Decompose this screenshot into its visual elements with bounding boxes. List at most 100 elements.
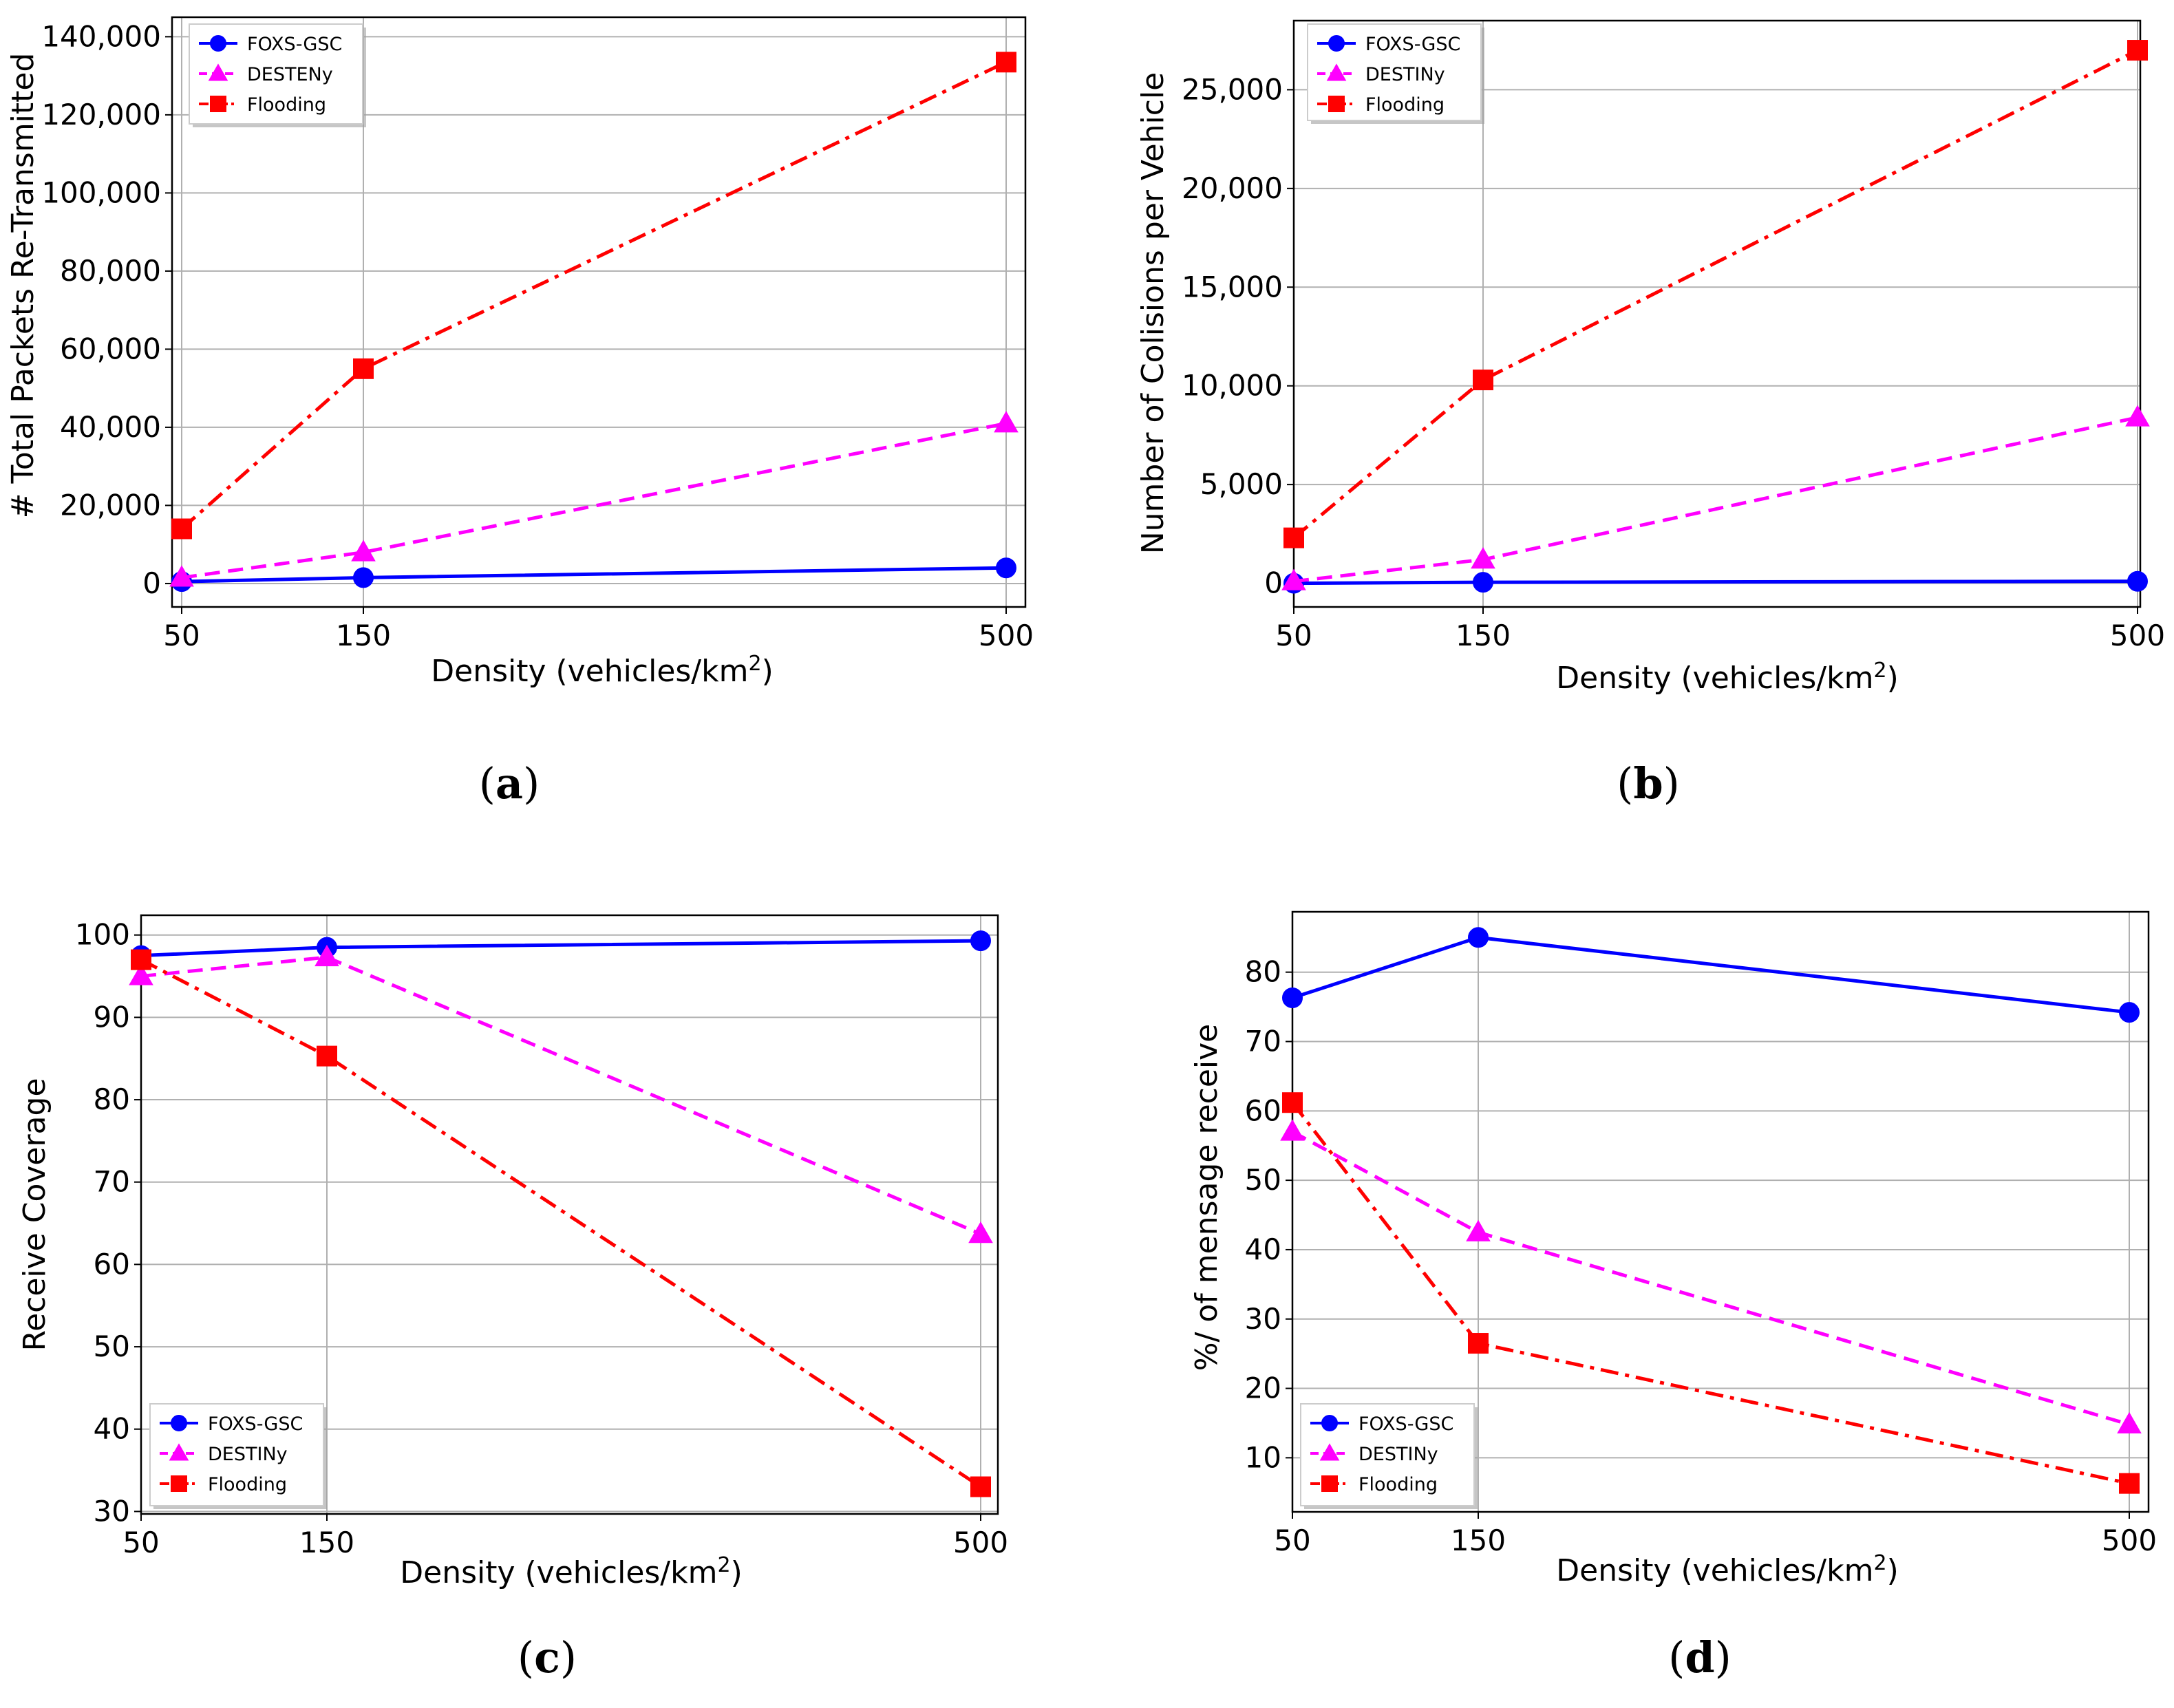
data-point-triangle: [1281, 568, 1306, 590]
series-line: [1292, 48, 2139, 540]
y-tick-label: 15,000: [1182, 270, 1283, 303]
legend-marker-triangle: [1319, 1443, 1340, 1461]
legend-marker-triangle: [169, 1443, 189, 1461]
y-tick-label: 10,000: [1182, 369, 1283, 403]
x-tick-label: 500: [2102, 1524, 2157, 1557]
legend-label: FOXS-GSC: [1358, 1413, 1453, 1435]
data-point-triangle: [351, 540, 376, 562]
series-line: [140, 958, 982, 1488]
series-foxs-gsc: [1283, 570, 2148, 594]
legend-marker-triangle: [1326, 63, 1347, 81]
legend-label: Flooding: [247, 94, 326, 116]
y-tick-label: 20,000: [60, 488, 161, 522]
data-point-circle: [970, 930, 991, 952]
legend-marker-triangle: [208, 63, 228, 81]
legend-label: FOXS-GSC: [1365, 34, 1460, 55]
y-tick-label: 25,000: [1182, 72, 1283, 106]
x-tick-label: 150: [299, 1526, 354, 1559]
plot-frame: [1292, 19, 2142, 608]
series-line: [1293, 416, 2138, 584]
data-point-square: [317, 1045, 337, 1067]
legend-marker-circle: [171, 1415, 187, 1431]
legend-marker-circle: [210, 35, 226, 52]
x-tick-label: 500: [979, 619, 1034, 652]
legend-label: Flooding: [1358, 1474, 1438, 1495]
series-destiny: [1280, 1119, 2142, 1434]
x-tick-label: 150: [336, 619, 391, 652]
y-tick-label: 80: [1245, 955, 1281, 989]
legend: FOXS-GSC DESTENy Flooding: [189, 23, 366, 127]
chart-panel-c: 30 40 50 60 70 80 90 100 50 150 500 FOXS-GSC DESTINy…: [17, 914, 1008, 1683]
y-tick-label: 20,000: [1182, 171, 1283, 205]
data-point-circle: [1473, 572, 1493, 593]
data-point-triangle: [1471, 547, 1495, 569]
data-point-circle: [1468, 927, 1489, 948]
series-destiny: [1281, 405, 2150, 590]
series-foxs-gsc: [171, 557, 1016, 593]
legend-marker-circle: [1328, 35, 1345, 52]
x-axis-label: Density (vehicles/km2): [1556, 659, 1899, 696]
series-flooding: [1282, 1092, 2140, 1494]
x-tick-label: 150: [1456, 619, 1511, 652]
data-point-triangle: [315, 944, 339, 967]
legend-label: DESTINy: [1365, 64, 1445, 85]
data-point-circle: [2127, 570, 2148, 592]
legend-label: Flooding: [1365, 94, 1445, 116]
y-tick-label: 120,000: [41, 98, 161, 131]
data-point-triangle: [2125, 405, 2150, 427]
y-tick-label: 100: [75, 918, 130, 952]
x-axis-label: Density (vehicles/km2): [400, 1553, 743, 1590]
x-axis-label: Density (vehicles/km2): [1556, 1551, 1899, 1588]
legend-marker-square: [1321, 1475, 1338, 1492]
legend-marker-square: [1328, 96, 1345, 112]
x-tick-label: 50: [163, 619, 200, 652]
data-point-square: [1473, 370, 1493, 391]
legend-label: DESTINy: [1358, 1444, 1438, 1465]
y-tick-label: 30: [1245, 1302, 1281, 1336]
x-tick-label: 50: [122, 1526, 159, 1559]
series-desteny: [169, 411, 1019, 587]
series-line: [140, 939, 981, 958]
legend: FOXS-GSC DESTINy Flooding: [149, 1403, 327, 1509]
series-line: [180, 61, 1008, 531]
data-point-square: [970, 1476, 991, 1497]
y-tick-label: 40: [94, 1412, 130, 1446]
y-tick-label: 50: [1245, 1163, 1281, 1197]
plot-frame: [1291, 910, 2150, 1513]
data-point-square: [1282, 1092, 1303, 1113]
y-tick-label: 20: [1245, 1371, 1281, 1405]
y-tick-label: 60: [1245, 1093, 1281, 1127]
data-point-triangle: [1280, 1119, 1305, 1141]
legend-label: FOXS-GSC: [208, 1413, 303, 1435]
series-line: [181, 566, 1007, 584]
y-tick-label: 100,000: [41, 175, 161, 209]
y-tick-label: 80: [94, 1082, 130, 1116]
series-line: [181, 421, 1007, 579]
series-foxs-gsc: [131, 930, 991, 966]
legend-marker-square: [210, 96, 226, 112]
legend: FOXS-GSC DESTINy Flooding: [1307, 23, 1484, 124]
panel-caption: (d): [1668, 1632, 1731, 1683]
chart-panel-b: 0 5,000 10,000 15,000 20,000 25,000 50 150 500 FO…: [1136, 19, 2165, 809]
legend-label: DESTINy: [208, 1444, 288, 1465]
y-tick-label: 40: [1245, 1232, 1281, 1266]
y-tick-label: 90: [94, 1000, 130, 1034]
plot-frame: [140, 914, 999, 1515]
y-tick-label: 0: [142, 566, 161, 600]
data-point-square: [1468, 1333, 1489, 1354]
data-point-square: [131, 949, 151, 970]
series-line: [1292, 935, 2130, 1014]
y-axis-label: Number of Colisions per Vehicle: [1136, 72, 1171, 555]
data-point-square: [353, 358, 374, 379]
data-point-square: [2119, 1473, 2140, 1494]
data-point-triangle: [2117, 1411, 2142, 1434]
plot-frame: [171, 16, 1027, 608]
data-point-triangle: [994, 411, 1019, 433]
x-axis-label: Density (vehicles/km2): [431, 652, 774, 689]
panel-caption: (a): [479, 758, 540, 809]
data-point-square: [171, 518, 192, 540]
series-flooding: [1283, 40, 2148, 548]
panel-caption: (c): [518, 1632, 577, 1683]
data-point-triangle: [169, 565, 194, 587]
series-foxs-gsc: [1282, 927, 2140, 1023]
